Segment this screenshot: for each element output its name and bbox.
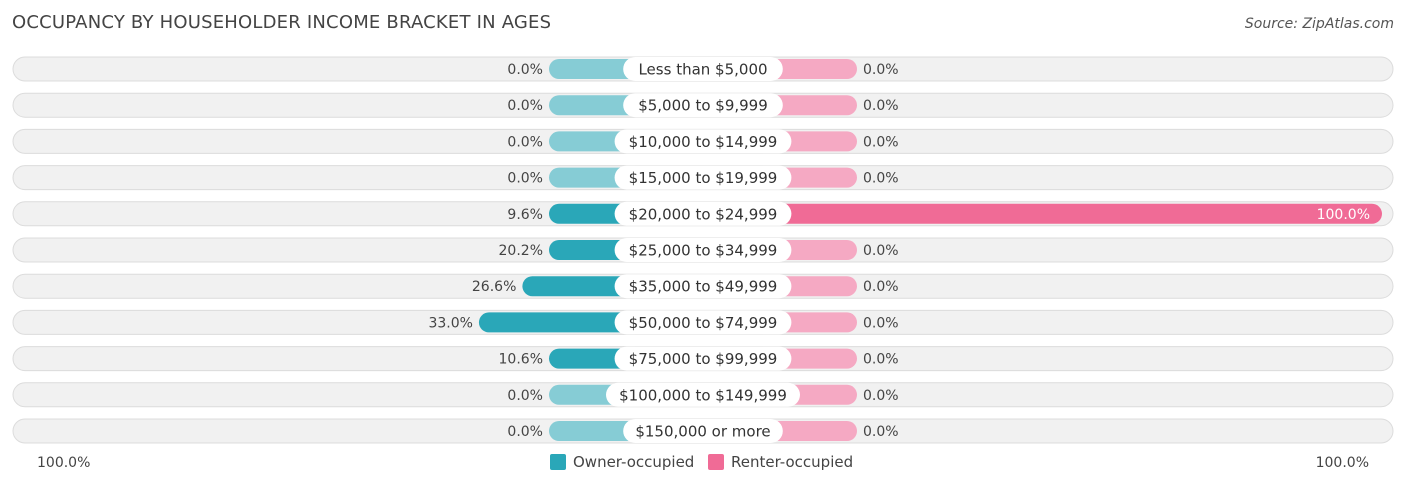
category-label: $5,000 to $9,999	[638, 97, 768, 115]
owner-value-label: 0.0%	[507, 388, 543, 404]
chart-svg: 0.0% 0.0% Less than $5,000 0.0% 0.0% $5,000 t…	[12, 56, 1394, 444]
legend-swatch-renter	[708, 454, 724, 470]
renter-value-label: 0.0%	[863, 279, 899, 295]
category-label: $10,000 to $14,999	[629, 133, 778, 151]
category-label: Less than $5,000	[638, 61, 767, 79]
renter-value-label: 0.0%	[863, 62, 899, 78]
owner-value-label: 20.2%	[499, 243, 543, 259]
renter-bar	[703, 203, 1382, 224]
axis-right-label: 100.0%	[1315, 455, 1369, 471]
category-label: $20,000 to $24,999	[629, 205, 778, 223]
renter-value-label: 0.0%	[863, 424, 899, 440]
category-label: $150,000 or more	[635, 423, 770, 441]
source-label: Source: ZipAtlas.com	[1244, 16, 1394, 32]
category-label: $75,000 to $99,999	[629, 350, 778, 368]
owner-value-label: 9.6%	[507, 207, 543, 223]
renter-value-label: 0.0%	[863, 134, 899, 150]
chart-title: OCCUPANCY BY HOUSEHOLDER INCOME BRACKET …	[12, 12, 552, 33]
owner-value-label: 0.0%	[507, 62, 543, 78]
renter-value-label: 0.0%	[863, 352, 899, 368]
axis-left-label: 100.0%	[37, 455, 91, 471]
category-label: $25,000 to $34,999	[629, 242, 778, 260]
renter-value-label: 0.0%	[863, 243, 899, 259]
legend: Owner-occupied Renter-occupied	[0, 453, 1406, 473]
legend-label-owner: Owner-occupied	[573, 453, 695, 471]
category-label: $100,000 to $149,999	[619, 386, 787, 404]
category-pill	[623, 57, 783, 81]
renter-value-label: 100.0%	[1317, 207, 1370, 223]
renter-value-label: 0.0%	[863, 388, 899, 404]
category-label: $15,000 to $19,999	[629, 169, 778, 187]
owner-value-label: 33.0%	[428, 315, 472, 331]
owner-value-label: 0.0%	[507, 424, 543, 440]
category-pill	[614, 165, 792, 190]
renter-value-label: 0.0%	[863, 315, 899, 331]
renter-value-label: 0.0%	[863, 98, 899, 114]
category-pill	[614, 238, 792, 262]
owner-value-label: 0.0%	[507, 98, 543, 114]
owner-value-label: 0.0%	[507, 171, 543, 187]
category-pill	[614, 346, 792, 371]
owner-value-label: 0.0%	[507, 134, 543, 150]
category-pill	[623, 93, 783, 118]
category-pill	[614, 201, 792, 226]
category-pill	[606, 382, 800, 407]
legend-label-renter: Renter-occupied	[731, 453, 854, 471]
category-pill	[614, 274, 792, 299]
category-label: $50,000 to $74,999	[629, 314, 778, 332]
category-pill	[614, 129, 792, 154]
category-label: $35,000 to $49,999	[629, 278, 778, 296]
renter-value-label: 0.0%	[863, 171, 899, 187]
category-pill	[614, 310, 792, 335]
owner-value-label: 26.6%	[472, 279, 516, 295]
legend-swatch-owner	[550, 454, 566, 470]
owner-value-label: 10.6%	[499, 352, 543, 368]
legend-item-owner[interactable]: Owner-occupied	[550, 453, 694, 471]
category-pill	[623, 419, 783, 443]
legend-item-renter[interactable]: Renter-occupied	[708, 453, 853, 471]
